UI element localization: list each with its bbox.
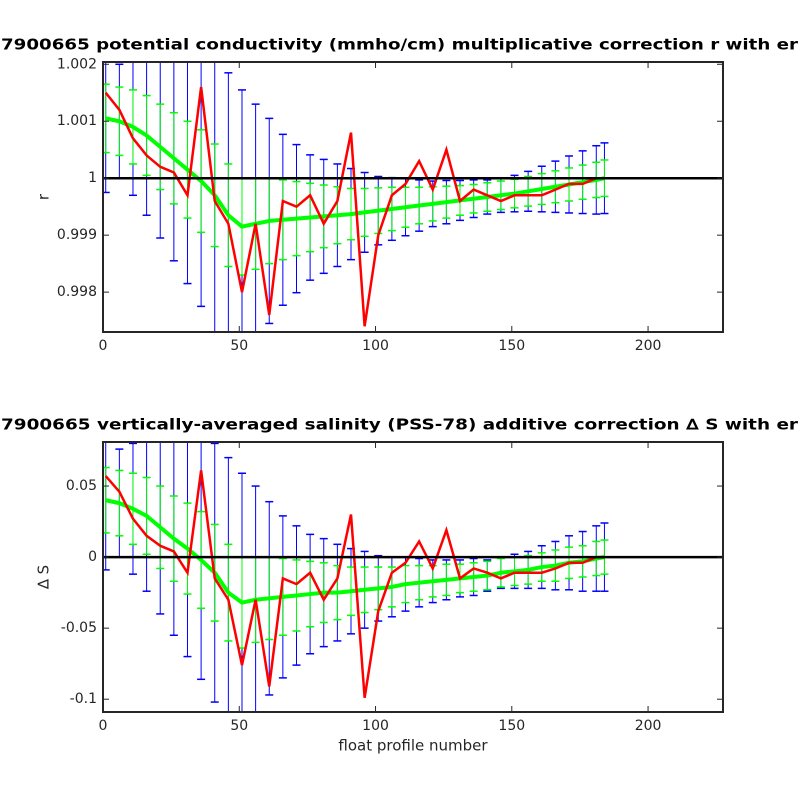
chart-title: 7900665 potential conductivity (mmho/cm)… [1,36,799,54]
x-tick-label: 50 [230,338,248,354]
y-tick-label: -0.1 [70,691,97,707]
y-tick-label: 1.001 [57,113,97,129]
x-tick-label: 50 [230,718,248,734]
y-axis-label: r [35,193,53,200]
x-tick-label: 100 [362,338,389,354]
y-tick-label: 0.05 [66,478,97,494]
x-tick-label: 0 [99,338,108,354]
x-tick-label: 200 [635,718,662,734]
x-tick-label: 100 [362,718,389,734]
x-tick-label: 150 [498,338,525,354]
y-tick-label: 0.999 [57,227,97,243]
y-tick-label: 1.002 [57,56,97,72]
axes-box [102,61,724,333]
plot-area [103,62,723,332]
y-tick-label: 1 [88,170,97,186]
y-axis-label: ∆ S [35,565,53,590]
axes-box [102,441,724,713]
y-tick-label: 0.998 [57,284,97,300]
plot-area [103,442,723,712]
x-axis-label: float profile number [338,737,488,755]
x-tick-label: 0 [99,718,108,734]
x-tick-label: 150 [498,718,525,734]
y-tick-label: -0.05 [61,620,97,636]
data-line [104,470,605,698]
chart-title: 7900665 vertically-averaged salinity (PS… [1,416,799,434]
y-tick-label: 0 [88,549,97,565]
x-tick-label: 200 [635,338,662,354]
